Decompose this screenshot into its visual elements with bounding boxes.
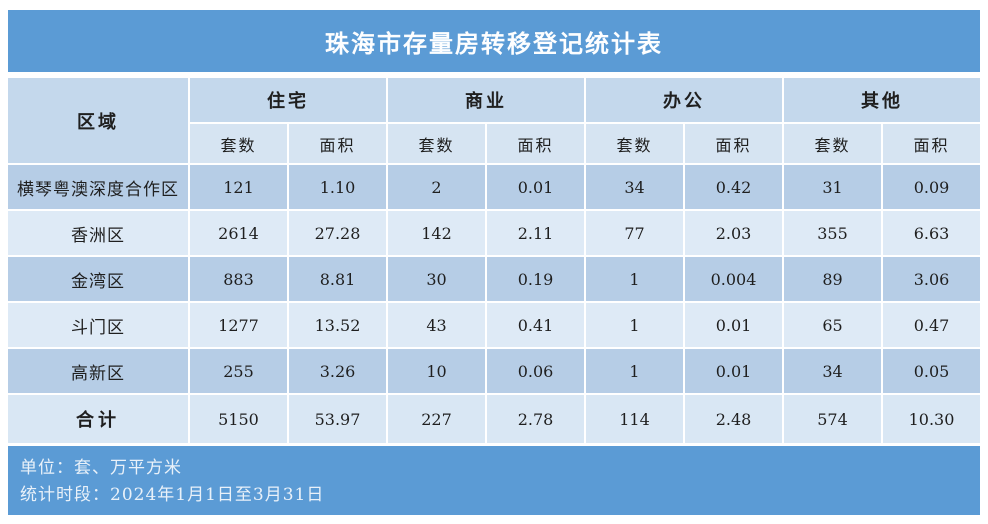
value-cell: 0.06	[487, 349, 584, 393]
subheader-area: 面积	[883, 124, 980, 163]
footer-note-bar: 单位：套、万平方米 统计时段：2024年1月1日至3月31日	[8, 446, 980, 515]
value-cell: 2.03	[685, 211, 782, 255]
value-cell: 0.41	[487, 303, 584, 347]
value-cell: 13.52	[289, 303, 386, 347]
stats-table: 区域 住宅 商业 办公 其他 套数 面积 套数 面积 套数 面积 套数 面积 横…	[8, 78, 980, 443]
value-cell: 89	[784, 257, 881, 301]
value-cell: 0.05	[883, 349, 980, 393]
period-note: 统计时段：2024年1月1日至3月31日	[20, 485, 325, 505]
subheader-area: 面积	[487, 124, 584, 163]
value-cell: 142	[388, 211, 485, 255]
page-title: 珠海市存量房转移登记统计表	[325, 28, 663, 58]
total-value-cell: 114	[586, 395, 683, 443]
value-cell: 8.81	[289, 257, 386, 301]
value-cell: 30	[388, 257, 485, 301]
subheader-units: 套数	[388, 124, 485, 163]
value-cell: 0.42	[685, 165, 782, 209]
total-value-cell: 2.78	[487, 395, 584, 443]
value-cell: 0.19	[487, 257, 584, 301]
subheader-units: 套数	[586, 124, 683, 163]
value-cell: 1	[586, 303, 683, 347]
column-header-region: 区域	[8, 78, 188, 163]
value-cell: 3.06	[883, 257, 980, 301]
value-cell: 0.09	[883, 165, 980, 209]
subheader-units: 套数	[190, 124, 287, 163]
value-cell: 34	[784, 349, 881, 393]
value-cell: 0.01	[685, 303, 782, 347]
total-label-cell: 合计	[8, 395, 188, 443]
value-cell: 1.10	[289, 165, 386, 209]
total-value-cell: 10.30	[883, 395, 980, 443]
column-group-residential: 住宅	[190, 78, 386, 122]
value-cell: 10	[388, 349, 485, 393]
value-cell: 0.47	[883, 303, 980, 347]
value-cell: 1277	[190, 303, 287, 347]
value-cell: 1	[586, 257, 683, 301]
value-cell: 0.01	[685, 349, 782, 393]
value-cell: 65	[784, 303, 881, 347]
value-cell: 2614	[190, 211, 287, 255]
value-cell: 0.01	[487, 165, 584, 209]
subheader-area: 面积	[289, 124, 386, 163]
region-cell: 斗门区	[8, 303, 188, 347]
subheader-area: 面积	[685, 124, 782, 163]
value-cell: 3.26	[289, 349, 386, 393]
value-cell: 2	[388, 165, 485, 209]
region-cell: 金湾区	[8, 257, 188, 301]
value-cell: 27.28	[289, 211, 386, 255]
value-cell: 43	[388, 303, 485, 347]
value-cell: 77	[586, 211, 683, 255]
total-value-cell: 227	[388, 395, 485, 443]
value-cell: 121	[190, 165, 287, 209]
value-cell: 1	[586, 349, 683, 393]
total-value-cell: 5150	[190, 395, 287, 443]
unit-note: 单位：套、万平方米	[20, 458, 182, 478]
column-group-other: 其他	[784, 78, 980, 122]
value-cell: 355	[784, 211, 881, 255]
value-cell: 0.004	[685, 257, 782, 301]
value-cell: 255	[190, 349, 287, 393]
region-cell: 香洲区	[8, 211, 188, 255]
value-cell: 883	[190, 257, 287, 301]
region-cell: 高新区	[8, 349, 188, 393]
region-cell: 横琴粤澳深度合作区	[8, 165, 188, 209]
title-bar: 珠海市存量房转移登记统计表	[8, 10, 980, 72]
total-value-cell: 2.48	[685, 395, 782, 443]
total-value-cell: 574	[784, 395, 881, 443]
value-cell: 2.11	[487, 211, 584, 255]
value-cell: 34	[586, 165, 683, 209]
column-group-commercial: 商业	[388, 78, 584, 122]
stats-sheet: 珠海市存量房转移登记统计表 区域 住宅 商业 办公 其他 套数 面积 套数 面积…	[8, 10, 980, 515]
subheader-units: 套数	[784, 124, 881, 163]
value-cell: 31	[784, 165, 881, 209]
column-group-office: 办公	[586, 78, 782, 122]
total-value-cell: 53.97	[289, 395, 386, 443]
value-cell: 6.63	[883, 211, 980, 255]
